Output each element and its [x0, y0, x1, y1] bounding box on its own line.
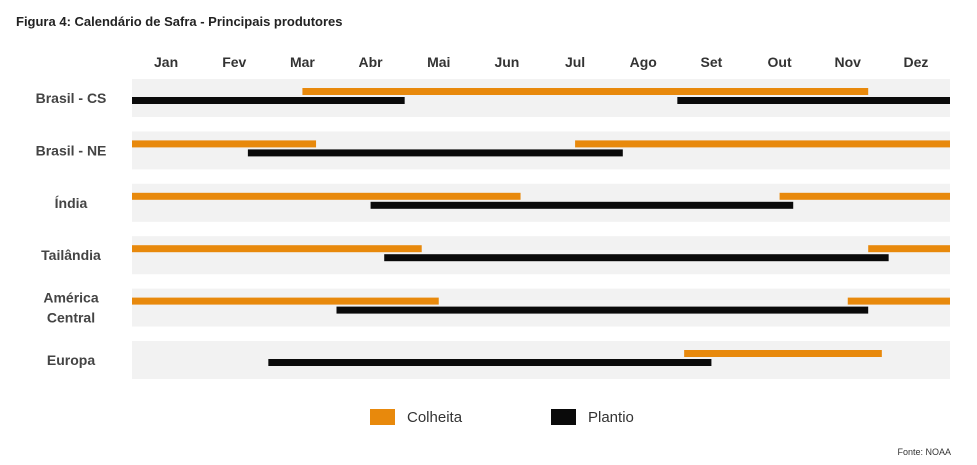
bar-plantio-brasil-cs-2 [677, 97, 950, 104]
bar-plantio-india-1 [370, 201, 794, 209]
month-label-mar: Mar [290, 54, 315, 70]
figure-title: Figura 4: Calendário de Safra - Principa… [16, 14, 343, 29]
bar-colheita-america-central-2 [847, 297, 950, 305]
month-axis: Jan Fev Mar Abr Mai Jun Jul Ago Set Out Nov Dez [154, 54, 928, 70]
bar-plantio-europa-1 [268, 359, 712, 366]
month-label-set: Set [701, 54, 723, 70]
row-labels: Brasil - CS Brasil - NE Índia Tailândia Amér… [36, 90, 107, 368]
legend-label-colheita: Colheita [407, 409, 463, 426]
row-label-america-central-line-1: América [43, 290, 98, 306]
month-label-jun: Jun [494, 54, 519, 70]
bar-colheita-europa-1 [684, 350, 882, 357]
bar-colheita-brasil-cs-1 [302, 88, 869, 95]
row-bands [132, 79, 950, 379]
bar-colheita-tailandia-2 [868, 245, 950, 253]
legend-swatch-plantio [551, 409, 576, 425]
month-label-ago: Ago [630, 54, 657, 70]
bar-plantio-brasil-ne-1 [247, 149, 623, 157]
source-note: Fonte: NOAA [897, 447, 951, 457]
bar-plantio-america-central-1 [336, 306, 869, 314]
bar-colheita-america-central-1 [132, 297, 439, 305]
row-label-brasil-cs: Brasil - CS [36, 90, 107, 106]
month-label-out: Out [768, 54, 792, 70]
month-label-abr: Abr [359, 54, 384, 70]
month-label-jan: Jan [154, 54, 178, 70]
month-label-mai: Mai [427, 54, 450, 70]
bar-colheita-india-2 [779, 192, 950, 200]
bar-plantio-tailandia-1 [384, 254, 889, 262]
bars [132, 88, 950, 366]
bar-colheita-india-1 [132, 192, 521, 200]
month-label-fev: Fev [222, 54, 246, 70]
legend: Colheita Plantio [370, 409, 634, 426]
row-label-america-central-line-2: Central [47, 310, 95, 326]
row-label-india: Índia [55, 195, 88, 211]
bar-colheita-brasil-ne-2 [575, 140, 950, 148]
legend-swatch-colheita [370, 409, 395, 425]
month-label-dez: Dez [903, 54, 928, 70]
legend-label-plantio: Plantio [588, 409, 634, 426]
bar-colheita-tailandia-1 [132, 245, 422, 253]
bar-plantio-brasil-cs-1 [132, 97, 405, 104]
month-label-nov: Nov [835, 54, 862, 70]
row-label-brasil-ne: Brasil - NE [36, 142, 107, 158]
month-label-jul: Jul [565, 54, 585, 70]
bar-colheita-brasil-ne-1 [132, 140, 317, 148]
row-label-tailandia: Tailândia [41, 247, 101, 263]
row-label-europa: Europa [47, 352, 95, 368]
